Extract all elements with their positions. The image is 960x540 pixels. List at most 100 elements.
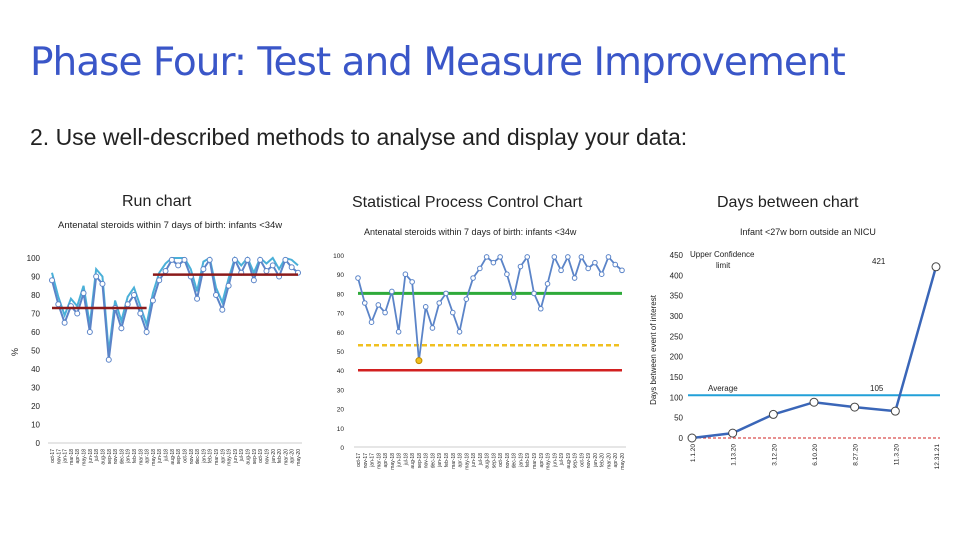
x-tick-label: mar-20 [606,453,612,469]
x-tick-label: jan-20 [593,453,599,468]
x-tick-label: apr-18 [458,453,464,468]
y-axis-label: % [10,348,20,356]
average-value-label: 105 [870,384,884,393]
x-tick-label: apr-18 [145,449,151,464]
data-point [250,277,257,284]
data-point [225,282,232,289]
data-point [375,302,382,308]
data-point [361,300,368,306]
data-point [443,290,449,297]
data-point [213,292,219,298]
x-tick-label: jan-17 [370,453,376,468]
data-point [288,264,295,271]
x-tick-label: may-19 [227,449,233,466]
data-point [368,319,375,326]
x-tick-label: feb-18 [132,449,138,463]
x-tick-label: mar-18 [138,449,144,465]
y-tick-label: 50 [31,347,40,356]
x-tick-label: nov-18 [113,449,119,465]
data-point [490,259,497,266]
x-tick-label: dec-18 [195,449,201,465]
x-tick-label: sep-18 [176,449,182,465]
data-point [86,329,93,335]
x-tick-label: 11.3.20 [893,444,900,466]
average-label: Average [708,384,738,393]
x-tick-label: 1.13.20 [731,444,738,466]
y-tick-label: 0 [679,434,684,443]
data-point [551,254,558,260]
data-point [890,406,900,416]
x-tick-label: oct-18 [182,449,188,463]
x-tick-label: jun-19 [552,453,558,468]
y-tick-label: 20 [31,402,40,411]
x-tick-label: aug-18 [485,453,491,469]
data-point [143,329,150,335]
x-tick-label: oct-17 [50,449,56,463]
data-point [768,409,778,419]
x-tick-label: aug-18 [170,449,176,465]
series-line [357,254,623,361]
x-tick-label: mar-19 [532,453,538,469]
data-point [531,290,537,297]
y-tick-label: 100 [670,393,684,402]
x-tick-label: 1.1.20 [690,444,697,462]
x-tick-label: jul-19 [559,453,565,466]
x-tick-label: sep-19 [252,449,258,465]
days-chart-heading: Days between chart [717,194,859,211]
run-chart-heading: Run chart [122,193,192,210]
x-tick-label: 3.12.20 [771,444,778,466]
y-tick-label: 50 [337,349,345,356]
data-point [118,325,125,332]
x-tick-label: sep-18 [107,449,113,465]
x-tick-label: sep-19 [573,453,579,469]
x-tick-label: sep-18 [491,453,497,469]
data-point [244,256,251,263]
data-point [571,275,578,281]
x-tick-label: may-18 [390,453,396,470]
data-point [61,319,68,326]
data-point [181,256,188,263]
x-tick-label: may-19 [546,453,552,470]
y-tick-label: 150 [670,373,684,382]
data-point [74,310,81,317]
data-point [524,254,531,260]
data-point [409,279,415,285]
x-tick-label: nov-18 [424,453,430,469]
y-tick-label: 80 [31,291,40,300]
x-tick-label: jul-19 [239,449,245,462]
x-tick-label: oct-18 [498,453,504,467]
x-tick-label: aug-19 [246,449,252,465]
x-tick-label: may-18 [82,449,88,466]
y-tick-label: 60 [31,328,40,337]
series-line [51,256,299,360]
data-point [194,295,201,302]
y-tick-label: 70 [31,310,40,319]
x-tick-label: 6.10.20 [812,444,819,466]
x-tick-label: aug-18 [100,449,106,465]
x-tick-label: jun-18 [157,449,163,464]
ucl-label-line2: limit [716,261,731,270]
y-tick-label: 90 [31,273,40,282]
x-tick-label: feb-19 [208,449,214,463]
data-point [49,277,55,284]
y-tick-label: 40 [337,368,345,375]
x-tick-label: may-20 [620,453,626,470]
last-value-label: 421 [872,257,886,266]
y-tick-label: 70 [337,311,345,318]
data-point [156,277,163,284]
data-point [231,256,238,263]
data-point [470,275,476,281]
x-tick-label: feb-19 [525,453,531,467]
data-point [175,262,182,269]
y-tick-label: 350 [670,292,684,301]
x-tick-label: 12.31.21 [934,444,941,470]
page-subtitle: 2. Use well-described methods to analyse… [30,124,688,150]
x-tick-label: nov-17 [56,449,62,465]
x-tick-label: apr-18 [75,449,81,464]
x-tick-label: aug-19 [566,453,572,469]
data-point [355,275,361,281]
spc-chart-heading: Statistical Process Control Chart [352,194,583,211]
data-point [809,397,819,407]
data-point [269,262,276,269]
